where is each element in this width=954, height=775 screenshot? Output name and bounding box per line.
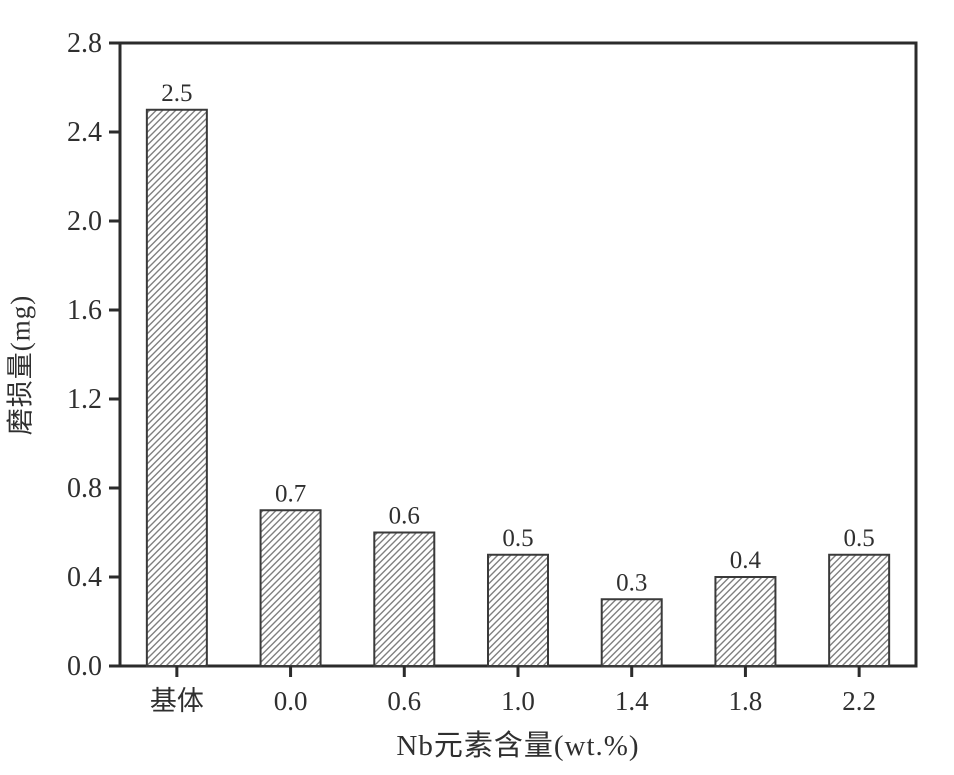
y-tick-label: 0.4 <box>67 562 102 593</box>
x-tick-label: 1.0 <box>501 686 535 716</box>
bar-value-label: 0.3 <box>616 569 647 596</box>
y-tick-label: 0.0 <box>67 651 102 682</box>
y-tick-label: 2.8 <box>67 28 102 59</box>
bar-value-label: 0.6 <box>389 503 420 530</box>
bar <box>600 598 663 667</box>
bar-value-label: 0.5 <box>844 525 875 552</box>
bar <box>487 553 549 667</box>
x-tick-label: 0.6 <box>387 686 421 716</box>
x-axis-title: Nb元素含量(wt.%) <box>396 730 640 762</box>
bar <box>259 509 322 667</box>
y-tick-label: 2.0 <box>67 206 102 237</box>
x-tick-label: 1.8 <box>729 686 763 716</box>
bar-value-label: 0.5 <box>502 525 533 552</box>
x-tick-label: 0.0 <box>274 686 308 716</box>
y-tick-label: 2.4 <box>67 117 102 148</box>
bar <box>714 576 777 667</box>
bar <box>828 553 891 667</box>
bar-value-label: 0.4 <box>730 547 762 574</box>
bar-value-label: 0.7 <box>275 480 306 507</box>
bar <box>145 108 208 667</box>
x-tick-label: 基体 <box>150 686 204 716</box>
x-tick-label: 1.4 <box>615 686 649 716</box>
x-tick-label: 2.2 <box>842 686 876 716</box>
y-tick-label: 0.8 <box>67 473 102 504</box>
y-axis-title: 磨损量(mg) <box>5 294 36 436</box>
bar <box>373 531 436 667</box>
y-tick-label: 1.6 <box>67 295 102 326</box>
y-tick-label: 1.2 <box>67 384 102 415</box>
bar-value-label: 2.5 <box>161 80 192 107</box>
